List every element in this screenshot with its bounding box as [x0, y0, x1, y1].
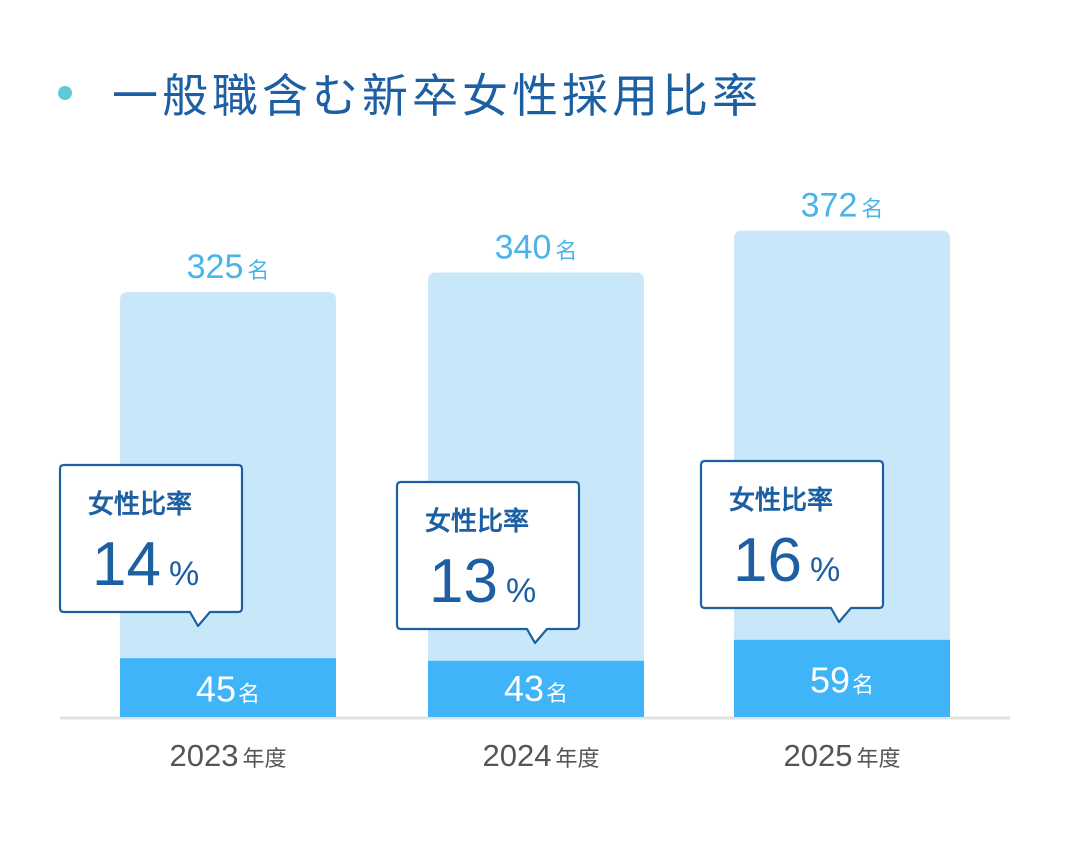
total-value-label: 372 名 [801, 187, 884, 225]
female-value-label: 59名 [810, 659, 874, 700]
female-value-label: 43名 [504, 668, 568, 709]
title-row: 一般職含む新卒女性採用比率 [58, 60, 762, 126]
callout-value: 14% [92, 530, 199, 599]
female-bar [428, 660, 644, 717]
chart-title: 一般職含む新卒女性採用比率 [112, 69, 762, 123]
year-label: 2024 年度 [483, 738, 600, 773]
total-value-label: 325 名 [187, 248, 270, 286]
year-label: 2025 年度 [784, 738, 901, 773]
title-bullet-icon [58, 86, 72, 100]
callout-label: 女性比率 [425, 506, 529, 537]
callout-bubble [395, 480, 581, 645]
female-bar [120, 658, 336, 717]
female-value-label: 45名 [196, 669, 260, 710]
callout-bubble [699, 459, 885, 624]
callout-value: 13% [429, 547, 536, 616]
callout-label: 女性比率 [88, 489, 192, 520]
female-bar [734, 639, 950, 717]
callout-label: 女性比率 [729, 485, 833, 516]
year-label: 2023 年度 [170, 738, 287, 773]
callout-value: 16% [733, 526, 840, 595]
total-value-label: 340 名 [495, 228, 578, 266]
callout-bubble [58, 463, 244, 628]
